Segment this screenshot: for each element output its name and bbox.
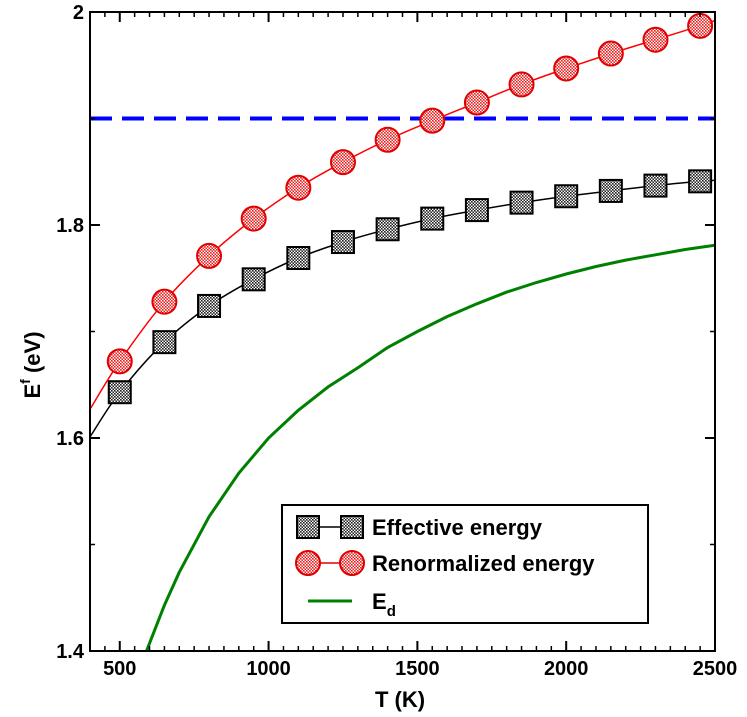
point-effective-2 — [197, 293, 222, 318]
series-line-2 — [145, 243, 715, 651]
point-renormalized-8 — [463, 89, 490, 116]
point-renormalized-2 — [196, 242, 223, 269]
point-renormalized-12 — [642, 26, 669, 53]
point-renormalized-7 — [419, 107, 446, 134]
legend-marker-renormalized-2 — [339, 550, 365, 576]
point-renormalized-1 — [151, 288, 178, 315]
point-renormalized-4 — [285, 174, 312, 201]
point-effective-3 — [241, 267, 266, 292]
point-renormalized-9 — [508, 71, 535, 98]
point-renormalized-3 — [240, 205, 267, 232]
x-tick-label-0: 500 — [103, 658, 136, 680]
point-effective-4 — [286, 246, 311, 271]
series-line-1 — [90, 19, 715, 410]
point-effective-13 — [688, 169, 713, 194]
x-tick-label-3: 2000 — [544, 658, 589, 680]
point-effective-10 — [554, 184, 579, 209]
point-renormalized-6 — [374, 126, 401, 153]
y-tick-label-3: 2 — [73, 2, 84, 24]
legend-label-subscript: d — [387, 603, 396, 620]
y-axis-title-base: E — [20, 384, 45, 399]
y-tick-label-0: 1.4 — [56, 641, 85, 663]
legend-marker-effective-1 — [296, 515, 320, 539]
x-tick-label-1: 1000 — [246, 658, 291, 680]
y-tick-label-2: 1.8 — [56, 215, 84, 237]
y-axis-title-sup: f — [17, 379, 33, 384]
legend-label-0: Effective energy — [372, 515, 543, 540]
point-renormalized-0 — [106, 348, 133, 375]
ticks-layer: 500 1000 1500 2000 2500 1.4 1.6 1.8 2 — [56, 2, 737, 680]
point-renormalized-11 — [597, 40, 624, 67]
y-tick-label-1: 1.6 — [56, 428, 84, 450]
legend-label-1: Renormalized energy — [372, 551, 595, 576]
legend-marker-effective-2 — [340, 515, 364, 539]
point-renormalized-13 — [687, 12, 714, 39]
point-renormalized-10 — [553, 55, 580, 82]
legend-marker-renormalized-1 — [295, 550, 321, 576]
point-effective-8 — [464, 198, 489, 223]
point-effective-7 — [420, 206, 445, 231]
point-effective-1 — [152, 330, 177, 355]
point-effective-9 — [509, 190, 534, 215]
series-layer — [90, 12, 715, 651]
series-line-0 — [90, 179, 715, 438]
point-effective-0 — [107, 380, 132, 405]
x-tick-label-4: 2500 — [693, 658, 738, 680]
point-effective-5 — [330, 230, 355, 255]
point-renormalized-5 — [329, 149, 356, 176]
x-tick-label-2: 1500 — [395, 658, 440, 680]
point-effective-6 — [375, 217, 400, 242]
y-axis-title: Ef (eV) — [17, 331, 45, 398]
y-axis-title-unit: (eV) — [20, 331, 45, 379]
x-axis-title: T (K) — [375, 687, 425, 712]
point-effective-11 — [598, 178, 623, 203]
point-effective-12 — [643, 173, 668, 198]
